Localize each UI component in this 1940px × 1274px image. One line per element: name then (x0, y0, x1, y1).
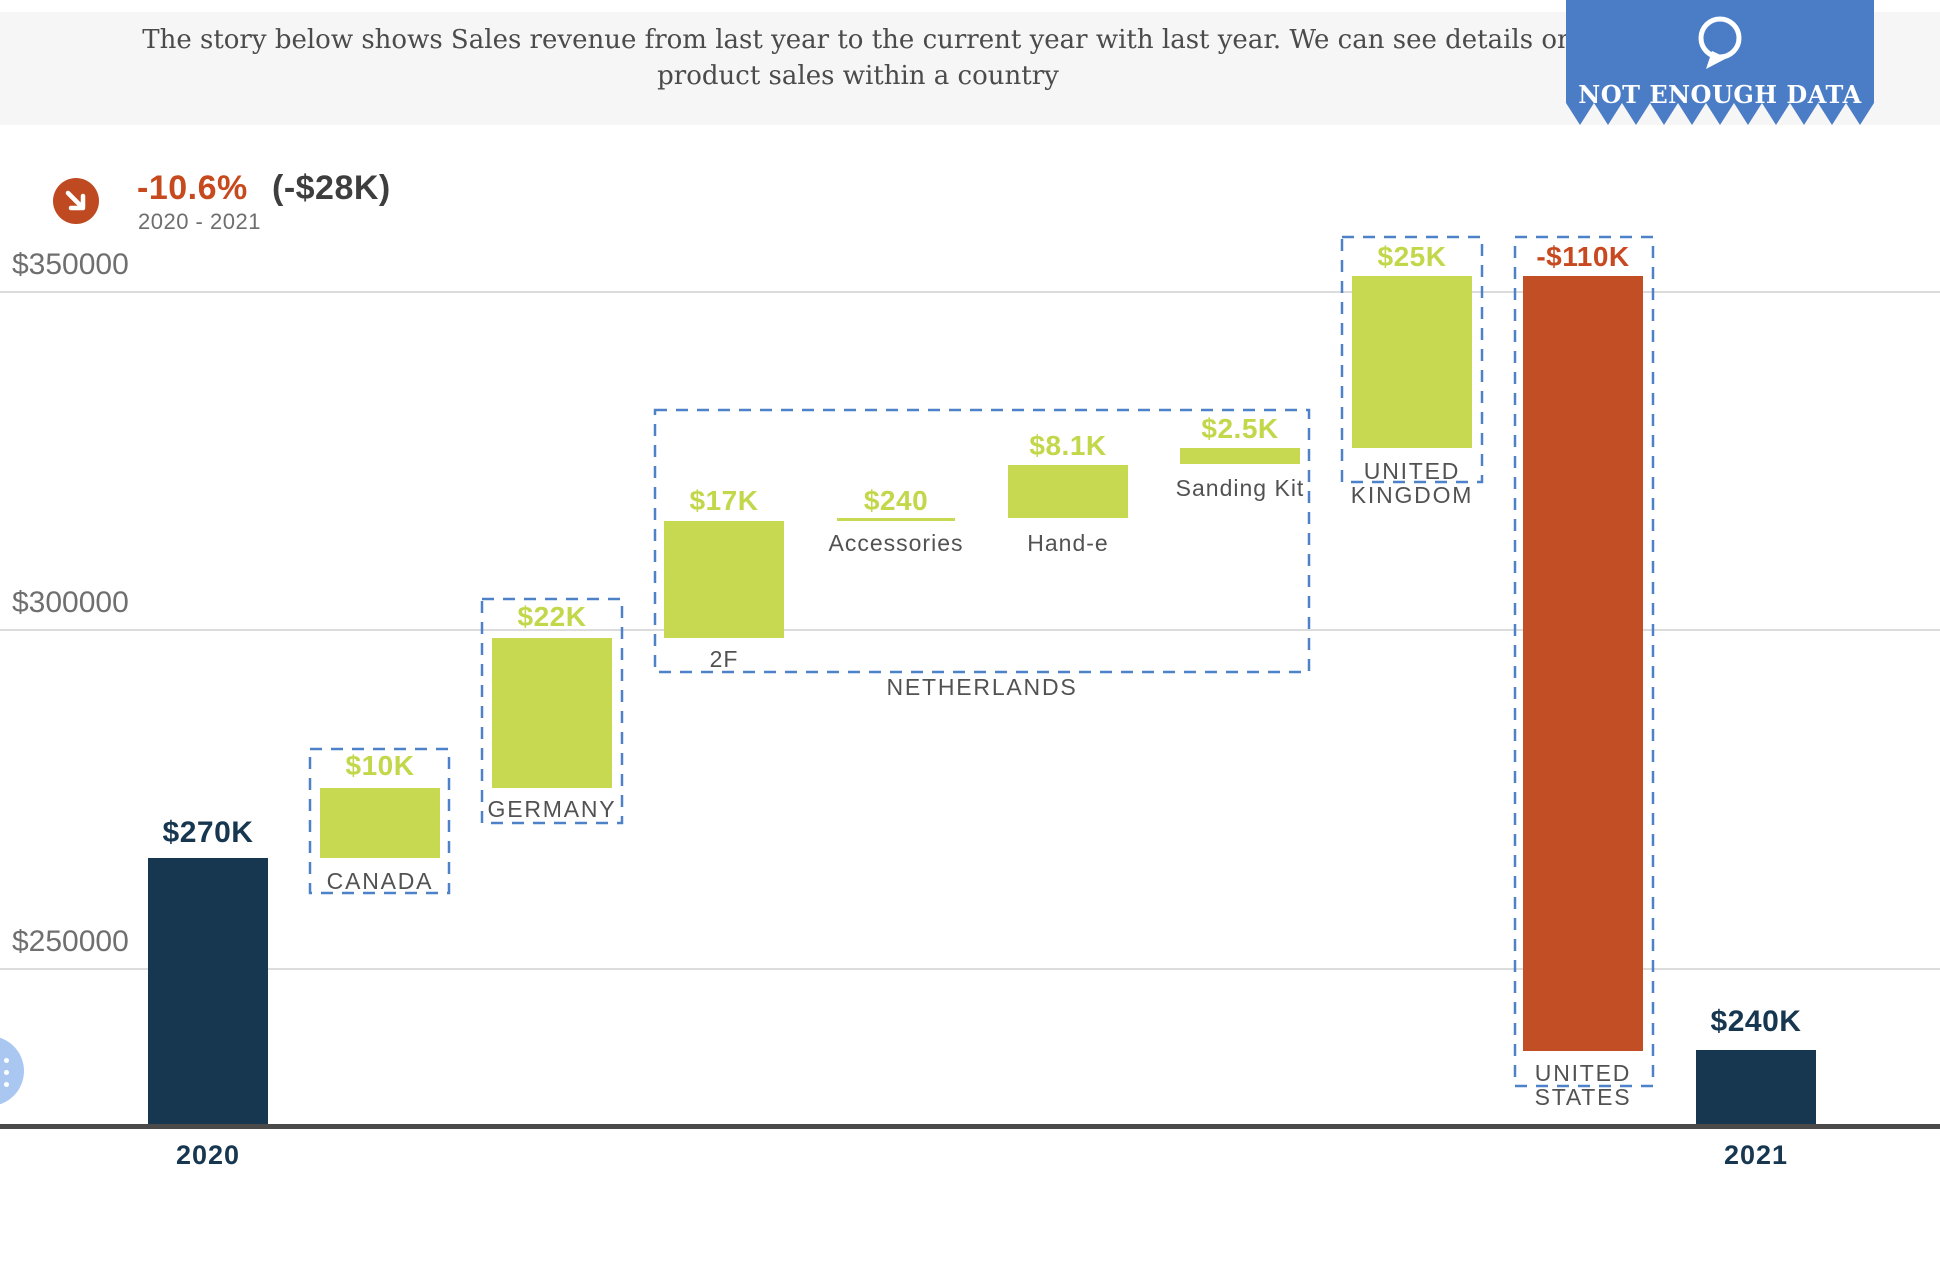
ellipsis-dot (4, 1070, 9, 1075)
category-label-united-states: UNITED STATES (1534, 1060, 1632, 1110)
category-label-hand-e: Hand-e (1027, 530, 1109, 556)
category-label-2f: 2F (709, 646, 739, 672)
bar-2020-total[interactable] (148, 858, 268, 1125)
kpi-amount-change: (-$28K) (272, 169, 391, 207)
speech-bubble-icon (1698, 16, 1742, 69)
value-label-germany: $22K (517, 601, 587, 632)
category-label-accessories: Accessories (828, 530, 964, 556)
story-text-line1: The story below shows Sales revenue from… (142, 25, 1574, 55)
not-enough-data-ribbon[interactable]: NOT ENOUGH DATA (1566, 0, 1874, 125)
bar-united-kingdom[interactable] (1352, 276, 1472, 448)
value-label-2021: $240K (1710, 1005, 1802, 1038)
x-axis-label-2020: 2020 (175, 1140, 241, 1170)
category-label-canada: CANADA (326, 868, 434, 894)
floating-action-button[interactable] (0, 1036, 24, 1106)
kpi-percent-change: -10.6% (137, 169, 248, 207)
bar-sanding-kit[interactable] (1180, 448, 1300, 464)
category-label-germany: GERMANY (487, 796, 617, 822)
bar-2021-total[interactable] (1696, 1050, 1816, 1125)
bar-germany[interactable] (492, 638, 612, 788)
value-label-2020: $270K (162, 816, 254, 849)
category-label-united-kingdom: UNITED KINGDOM (1350, 458, 1474, 508)
ellipsis-dot (4, 1082, 9, 1087)
bar-2f[interactable] (664, 521, 784, 638)
y-tick-300000: $300000 (12, 586, 129, 619)
category-label-sanding-kit: Sanding Kit (1175, 475, 1305, 501)
bar-united-states[interactable] (1523, 276, 1643, 1051)
y-tick-350000: $350000 (12, 248, 129, 281)
bar-hand-e[interactable] (1008, 465, 1128, 518)
category-label-netherlands: NETHERLANDS (886, 674, 1078, 700)
kpi-period: 2020 - 2021 (138, 209, 261, 234)
ellipsis-dot (4, 1058, 9, 1063)
value-label-hand-e: $8.1K (1029, 430, 1107, 461)
value-label-united-kingdom: $25K (1377, 241, 1447, 272)
value-label-2f: $17K (689, 485, 759, 516)
not-enough-data-label: NOT ENOUGH DATA (1578, 80, 1862, 109)
x-axis-line (0, 1124, 1940, 1129)
y-tick-250000: $250000 (12, 925, 129, 958)
gridline-350000 (0, 291, 1940, 293)
gridline-300000 (0, 629, 1940, 631)
trend-down-icon (53, 178, 99, 224)
bar-canada[interactable] (320, 788, 440, 858)
x-axis-label-2021: 2021 (1723, 1140, 1789, 1170)
value-label-united-states: -$110K (1536, 241, 1630, 272)
value-label-sanding-kit: $2.5K (1201, 413, 1279, 444)
bar-accessories[interactable] (837, 518, 955, 521)
value-label-accessories: $240 (863, 485, 929, 516)
story-text-line2: product sales within a country (657, 61, 1059, 91)
story-text: The story below shows Sales revenue from… (0, 22, 1716, 94)
value-label-canada: $10K (345, 750, 415, 781)
gridline-250000 (0, 968, 1940, 970)
